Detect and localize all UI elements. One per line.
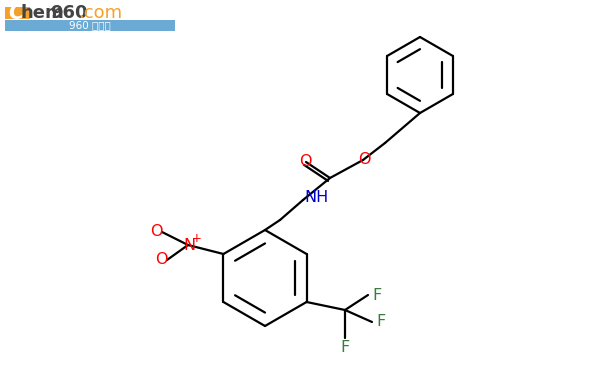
Text: 960 化工网: 960 化工网 (69, 21, 111, 30)
Text: O: O (150, 225, 162, 240)
Text: hem: hem (20, 4, 64, 22)
Text: O: O (299, 154, 311, 170)
FancyBboxPatch shape (5, 20, 175, 31)
Polygon shape (5, 7, 18, 19)
FancyBboxPatch shape (5, 7, 30, 19)
Text: O: O (358, 152, 370, 166)
Text: O: O (155, 252, 167, 267)
Text: .com: .com (78, 4, 122, 22)
Text: F: F (341, 339, 350, 354)
Text: NH: NH (305, 189, 329, 204)
Text: F: F (372, 288, 382, 303)
Text: +: + (192, 231, 202, 244)
Text: N: N (183, 237, 195, 252)
Text: F: F (376, 315, 385, 330)
Text: 960: 960 (50, 4, 88, 22)
Text: C: C (8, 3, 24, 23)
